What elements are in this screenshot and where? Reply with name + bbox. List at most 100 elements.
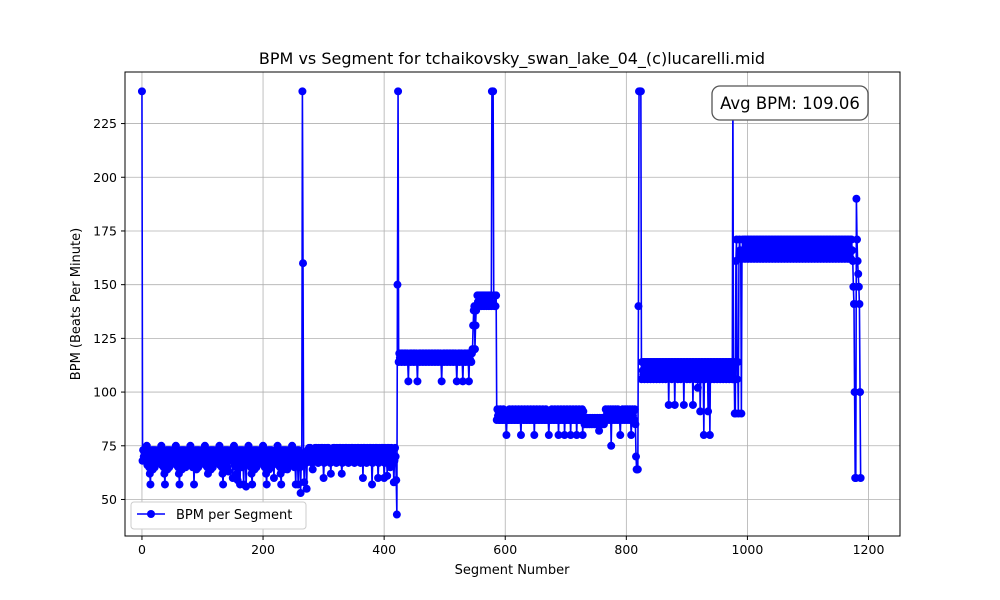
- y-tick-label: 225: [93, 116, 117, 131]
- data-point: [248, 480, 257, 489]
- data-point: [337, 469, 346, 478]
- legend-box: [130, 501, 307, 530]
- data-point: [393, 280, 402, 289]
- data-point: [368, 480, 377, 489]
- data-point: [391, 443, 400, 452]
- data-point: [175, 480, 184, 489]
- y-tick-label: 75: [101, 438, 117, 453]
- data-point: [855, 300, 864, 308]
- data-point: [705, 431, 714, 440]
- data-point: [699, 431, 708, 440]
- x-tick-label: 200: [251, 542, 275, 557]
- data-point: [358, 474, 367, 482]
- y-tick-label: 50: [101, 492, 117, 507]
- data-point: [283, 465, 292, 474]
- data-point: [595, 426, 604, 435]
- data-point: [733, 358, 742, 366]
- data-point: [471, 321, 480, 330]
- data-point: [219, 480, 228, 489]
- data-point: [242, 482, 251, 491]
- data-point: [572, 431, 581, 440]
- data-point: [688, 400, 697, 409]
- data-point: [854, 282, 863, 291]
- data-point: [670, 400, 679, 409]
- data-point: [437, 377, 446, 386]
- data-point: [383, 471, 392, 480]
- data-point: [308, 465, 317, 474]
- data-point: [704, 407, 713, 416]
- data-point: [737, 409, 746, 418]
- data-point: [733, 375, 742, 384]
- data-point: [854, 269, 863, 278]
- data-point: [607, 441, 616, 450]
- data-point: [233, 469, 242, 478]
- data-point: [856, 388, 865, 397]
- data-point: [298, 87, 307, 96]
- data-point: [294, 480, 303, 489]
- data-point: [627, 431, 636, 440]
- data-point: [394, 87, 403, 96]
- data-point: [146, 480, 155, 489]
- data-point: [616, 431, 625, 440]
- data-point: [262, 480, 271, 489]
- data-point: [693, 383, 702, 392]
- data-point: [458, 377, 467, 386]
- data-point: [516, 431, 525, 440]
- data-point: [299, 259, 308, 268]
- data-point: [579, 407, 588, 416]
- data-point: [392, 510, 401, 519]
- series-group: [137, 87, 865, 519]
- data-point: [530, 431, 539, 440]
- y-tick-label: 125: [93, 331, 117, 346]
- y-tick-label: 100: [93, 385, 117, 400]
- legend: BPM per Segment: [130, 501, 307, 530]
- grid: [125, 72, 900, 536]
- data-point: [464, 377, 473, 386]
- data-point: [452, 377, 461, 386]
- y-tick-label: 200: [93, 170, 117, 185]
- data-point: [294, 446, 303, 455]
- data-point: [633, 465, 642, 474]
- data-point: [631, 420, 640, 429]
- avg-annotation-box: [711, 85, 869, 121]
- x-tick-label: 600: [493, 542, 517, 557]
- data-point: [560, 431, 569, 440]
- data-point: [664, 400, 673, 409]
- data-point: [502, 431, 511, 440]
- data-point: [137, 87, 146, 96]
- data-point: [856, 474, 865, 482]
- x-axis: 0 200 400 600 800 1000 1200: [138, 536, 884, 557]
- data-point: [554, 431, 563, 440]
- x-axis-label: Segment Number: [455, 563, 571, 578]
- x-tick-label: 0: [138, 542, 146, 557]
- data-point: [679, 400, 688, 409]
- data-point: [296, 489, 305, 498]
- data-point: [636, 87, 645, 96]
- data-point: [392, 476, 401, 485]
- data-point: [470, 345, 479, 354]
- data-point: [269, 474, 278, 482]
- data-point: [300, 478, 309, 487]
- legend-marker: [147, 510, 155, 518]
- x-tick-label: 1200: [853, 542, 885, 557]
- data-point: [853, 235, 862, 244]
- data-point: [632, 452, 641, 461]
- y-tick-label: 175: [93, 223, 117, 238]
- data-point: [413, 377, 422, 386]
- data-point: [852, 194, 861, 203]
- plot-area: [137, 87, 865, 519]
- x-tick-label: 400: [372, 542, 396, 557]
- data-point: [391, 452, 400, 461]
- data-point: [224, 467, 233, 476]
- y-axis-label: BPM (Beats Per Minute): [69, 228, 84, 380]
- avg-annotation: Avg BPM: 109.06: [711, 85, 869, 121]
- data-point: [277, 480, 286, 489]
- x-tick-label: 800: [614, 542, 638, 557]
- data-point: [404, 377, 413, 386]
- data-point: [326, 469, 335, 478]
- data-point: [190, 480, 199, 489]
- avg-annotation-text: Avg BPM: 109.06: [720, 94, 860, 113]
- data-point: [634, 302, 643, 311]
- data-point: [302, 484, 311, 493]
